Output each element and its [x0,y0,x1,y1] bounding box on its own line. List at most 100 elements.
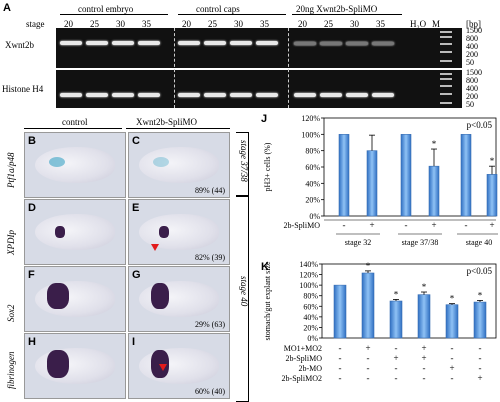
sign-label: - [465,220,468,230]
sign-label: - [367,353,370,363]
ladder-label-bottom-2: 400 [466,84,478,93]
significance-star: * [422,282,427,292]
group-label-control-caps: control caps [196,4,240,14]
embryo-image [35,147,115,183]
band-xwnt2b-5 [204,41,226,45]
stage-label-11: 35 [376,19,385,29]
red-arrow-icon [159,364,167,371]
bar [460,134,472,217]
y-tick-label: 60% [305,163,320,172]
sign-label: + [421,353,426,363]
band-histone-4 [178,93,200,97]
insitu-panel-b: B [24,132,126,198]
chart-k: 0% 20%40% 60%80% 100%120% 140% stomach/gut ex… [263,260,497,383]
y-tick-label: 0% [309,212,320,221]
sign-label: + [477,373,482,383]
panel-letter-b: B [28,135,36,147]
significance-star: * [478,290,483,300]
sign-label: - [423,363,426,373]
ladder-band-top-1 [440,36,452,38]
bar-1: * [361,261,375,339]
group-label: stage 40 [466,238,492,247]
bar-0 [333,284,347,339]
insitu-gene-label-3: fibrinogen [6,351,16,389]
ladder-band-bottom-1 [440,78,452,80]
stage-bracket-1 [236,132,249,196]
gel-histone [56,70,462,108]
stain-region [159,226,169,238]
embryo-image [35,214,115,250]
bar-5: * [473,290,487,339]
sign-label: - [405,220,408,230]
ladder-band-bottom-2 [440,85,452,87]
sign-label: - [395,343,398,353]
sign-label: - [343,220,346,230]
stain-region [47,283,69,309]
stain-region [151,283,169,309]
band-histone-2 [112,93,134,97]
stage-label-3738: stage 37/38 [239,140,249,182]
row-label-2b-splimo: 2b-SpliMO [284,221,321,230]
panel-letter-e: E [132,202,140,214]
bar [338,134,350,217]
y-tick-label: 120% [299,271,318,280]
marker-label: M [432,19,441,29]
significance-star: * [490,156,495,166]
sign-label: + [365,343,370,353]
band-xwnt2b-8 [294,42,316,45]
y-tick-label: 100% [299,281,318,290]
y-tick-label: 120% [301,114,320,123]
band-histone-7 [256,93,278,97]
insitu-panel-e: E 82% (39) [128,199,230,265]
sign-label: - [451,343,454,353]
band-xwnt2b-4 [178,41,200,45]
p-value-annotation: p<0.05 [467,266,493,276]
panel-letter-k: K [261,261,269,273]
sign-label: + [369,220,374,230]
bar [400,134,412,217]
band-xwnt2b-10 [346,42,368,45]
sign-label: - [423,373,426,383]
bar-3: * [417,282,431,339]
band-histone-0 [60,93,82,97]
y-tick-label: 60% [303,302,318,311]
gel-divider-2 [288,28,289,108]
y-tick-label: 20% [305,196,320,205]
p-value-annotation: p<0.05 [467,120,493,130]
band-histone-11 [372,93,394,97]
bar [366,150,378,217]
sign-label: - [367,373,370,383]
panel-letter-j: J [261,113,268,125]
gene-label-histone: Histone H4 [2,84,44,94]
stage-label-2: 30 [116,19,125,29]
y-tick-label: 140% [299,260,318,269]
ladder-label-top-4: 50 [466,58,474,67]
band-xwnt2b-6 [230,41,252,45]
col-label-mo: Xwnt2b-SpliMO [136,117,198,127]
bar [473,301,487,339]
row-label-0: MO1+MO2 [284,344,322,353]
group-label: stage 32 [345,238,371,247]
sign-label: + [489,220,494,230]
group-underline-2 [178,14,286,15]
group-underline-3 [292,14,402,15]
band-histone-6 [230,93,252,97]
h2o-label: H₂O [410,19,427,29]
row-label-2: 2b-MO [298,364,322,373]
band-histone-3 [138,93,160,97]
ladder-label-top-1: 800 [466,34,478,43]
ladder-label-bottom-4: 50 [466,100,474,109]
ladder-band-bottom-4 [440,102,452,104]
sign-label: + [421,343,426,353]
stage-label-5: 25 [208,19,217,29]
row-label-1: 2b-SpliMO [286,354,323,363]
band-histone-1 [86,93,108,97]
y-tick-label: 20% [303,323,318,332]
ladder-label-top-3: 200 [466,50,478,59]
insitu-panel-c: C 89% (44) [128,132,230,198]
group-label: stage 37/38 [402,238,439,247]
group-label-control-embryo: control embryo [78,4,134,14]
significance-star: * [432,139,437,149]
band-xwnt2b-2 [112,41,134,45]
plot-area [321,263,497,339]
